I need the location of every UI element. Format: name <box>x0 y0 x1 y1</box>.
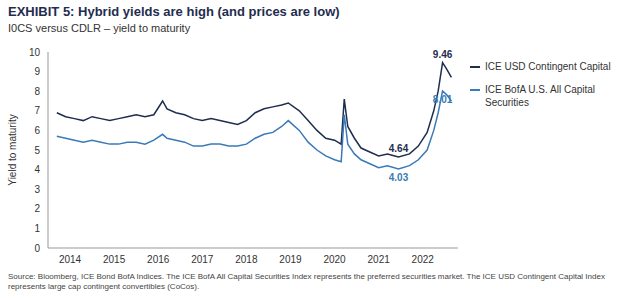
html-text:EXHIBIT 5: Hybrid yields are h: EXHIBIT 5: Hybrid yields are high (and p… <box>8 4 340 19</box>
svg-text:2020: 2020 <box>323 254 346 265</box>
svg-text:0: 0 <box>34 243 40 254</box>
html-text:ICE BofA U.S. All Capital Secu: ICE BofA U.S. All Capital Securities <box>485 84 596 108</box>
svg-text:2018: 2018 <box>235 254 258 265</box>
svg-text:9: 9 <box>34 66 40 77</box>
svg-text:2019: 2019 <box>279 254 302 265</box>
svg-text:4.64: 4.64 <box>389 143 409 154</box>
svg-text:2: 2 <box>34 203 40 214</box>
svg-text:2017: 2017 <box>191 254 214 265</box>
svg-text:4: 4 <box>34 164 40 175</box>
svg-text:2015: 2015 <box>103 254 126 265</box>
html-text:Source: Bloomberg, ICE Bond Bo: Source: Bloomberg, ICE Bond BofA Indices… <box>8 272 605 291</box>
svg-text:8: 8 <box>34 86 40 97</box>
svg-text:7: 7 <box>34 105 40 116</box>
svg-text:2016: 2016 <box>147 254 170 265</box>
html-text:I0CS versus CDLR – yield to ma: I0CS versus CDLR – yield to maturity <box>8 22 191 34</box>
svg-text:6: 6 <box>34 125 40 136</box>
svg-text:10: 10 <box>29 47 41 58</box>
svg-text:2014: 2014 <box>59 254 82 265</box>
svg-text:3: 3 <box>34 184 40 195</box>
html-text:ICE USD Contingent Capital: ICE USD Contingent Capital <box>485 61 611 72</box>
svg-text:4.03: 4.03 <box>389 172 409 183</box>
svg-text:2021: 2021 <box>368 254 391 265</box>
svg-text:Yield to maturity: Yield to maturity <box>8 114 18 185</box>
svg-text:8.01: 8.01 <box>433 94 453 105</box>
svg-text:2022: 2022 <box>412 254 435 265</box>
svg-text:1: 1 <box>34 223 40 234</box>
svg-text:9.46: 9.46 <box>433 49 453 60</box>
svg-text:5: 5 <box>34 145 40 156</box>
